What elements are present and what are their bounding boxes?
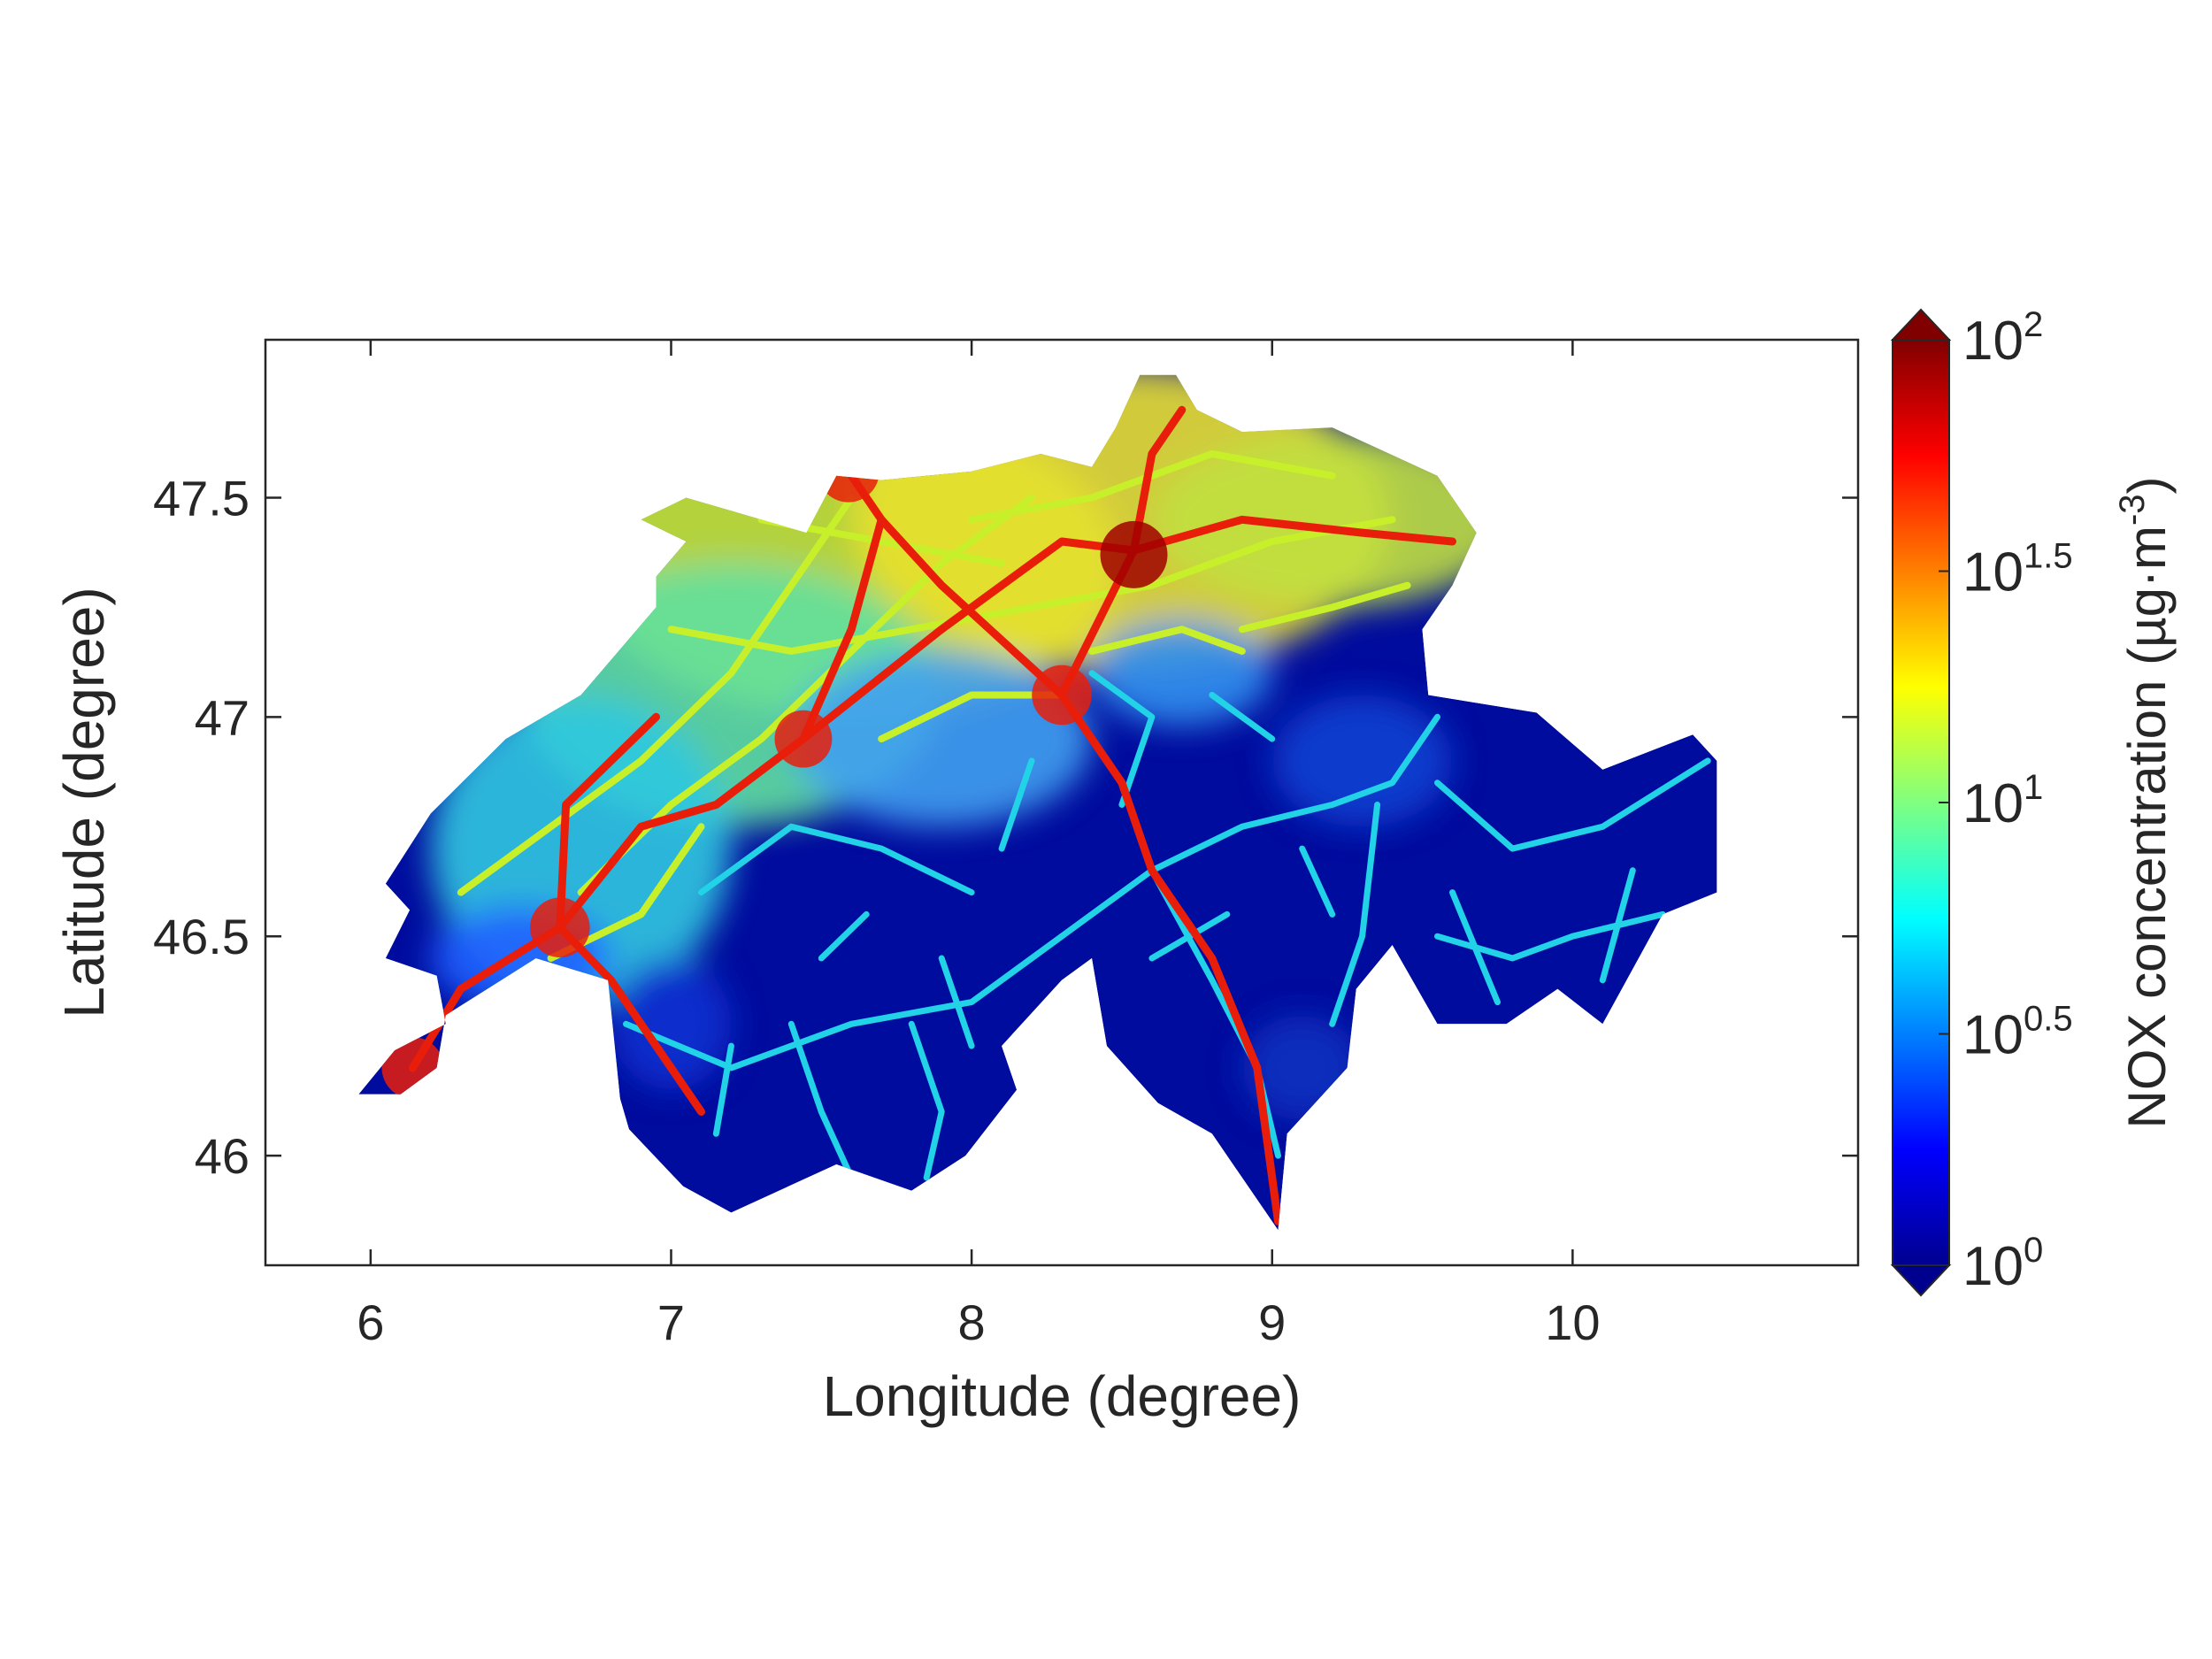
y-tick-label: 47 — [195, 689, 250, 745]
road — [1058, 713, 1440, 940]
y-axis-label: Latitude (degree) — [52, 587, 116, 1018]
colorbar-label-close: ) — [2117, 476, 2177, 494]
x-tick-label: 9 — [1258, 1294, 1286, 1350]
colorbar-tick-label: 102 — [1962, 305, 2043, 372]
road — [667, 516, 1396, 655]
road — [1088, 670, 1156, 808]
x-axis-label: Longitude (degree) — [823, 1364, 1302, 1428]
colorbar-label-exponent: -3 — [2113, 494, 2152, 526]
road — [457, 494, 856, 896]
y-tick-label: 46.5 — [153, 909, 250, 964]
road — [799, 515, 886, 743]
road — [1057, 691, 1282, 1225]
x-tick-label: 7 — [657, 1294, 685, 1350]
road — [1088, 626, 1246, 655]
road — [1434, 757, 1711, 852]
road — [878, 691, 1065, 743]
road — [712, 1042, 734, 1137]
colorbar-tick-label: 100 — [1962, 1231, 2043, 1297]
road — [623, 933, 1065, 1071]
hotspot — [1032, 664, 1092, 726]
road — [1148, 910, 1231, 962]
road — [1599, 867, 1636, 984]
hotspot — [530, 897, 590, 958]
colorbar-extend-bottom — [1890, 1264, 1952, 1297]
road — [998, 757, 1035, 852]
road — [1238, 581, 1411, 634]
hotspot — [1100, 520, 1168, 588]
colorbar-extend-top — [1890, 308, 1952, 341]
road — [1130, 405, 1187, 555]
road — [408, 537, 1138, 1072]
colorbar-ticks: 100 100.5 101 101.5 102 — [1939, 305, 2073, 1297]
colorbar: 100 100.5 101 101.5 102 NOX concentration (µ… — [1890, 305, 2177, 1297]
colorbar-tick-label: 101.5 — [1962, 537, 2073, 603]
road — [1329, 802, 1381, 1027]
road — [698, 823, 975, 896]
x-tick-label: 10 — [1545, 1294, 1600, 1350]
colorbar-label-main: NOX concentration (µg·m — [2117, 526, 2177, 1128]
road — [1449, 889, 1501, 1006]
hotspot — [774, 710, 833, 768]
colorbar-tick-label: 100.5 — [1962, 1000, 2073, 1066]
x-axis: 6 7 8 9 10 — [357, 340, 1601, 1350]
road — [844, 467, 1138, 699]
road — [556, 923, 705, 1116]
road — [556, 712, 660, 932]
x-tick-label: 8 — [958, 1294, 986, 1350]
colorbar-label: NOX concentration (µg·m-3) — [2113, 476, 2177, 1128]
y-tick-label: 47.5 — [153, 470, 250, 526]
road — [1299, 845, 1336, 918]
road — [908, 1020, 945, 1181]
concentration-blob — [1091, 620, 1272, 726]
colorbar-tick-label: 101 — [1962, 768, 2043, 834]
y-tick-label: 46 — [195, 1128, 250, 1184]
concentration-blob — [1151, 432, 1513, 608]
road — [818, 910, 870, 962]
road — [1209, 692, 1276, 742]
road — [968, 449, 1336, 524]
concentration-blob — [1271, 695, 1453, 827]
y-axis: 46 46.5 47 47.5 — [153, 470, 1858, 1184]
road — [787, 1020, 855, 1181]
road — [1148, 867, 1281, 1159]
x-tick-label: 6 — [357, 1294, 384, 1350]
road — [938, 955, 975, 1049]
road-network — [408, 405, 1711, 1225]
road — [1130, 515, 1456, 555]
